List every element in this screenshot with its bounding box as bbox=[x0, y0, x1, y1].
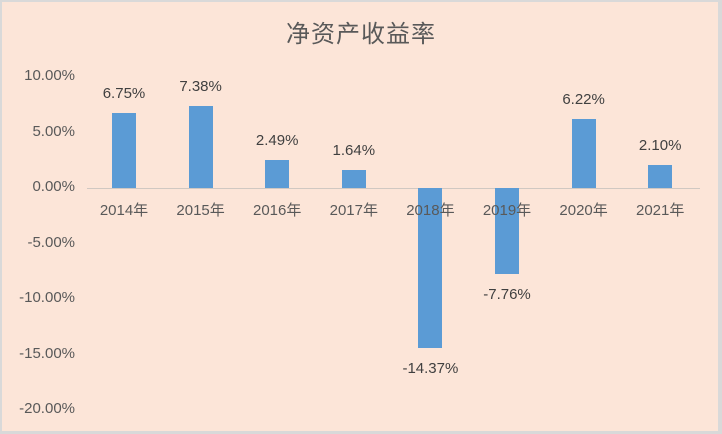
bar bbox=[495, 188, 519, 275]
x-category-label: 2019年 bbox=[482, 202, 532, 219]
x-category-label: 2016年 bbox=[253, 202, 302, 219]
x-category-label: 2018年 bbox=[406, 202, 455, 219]
bar bbox=[188, 106, 213, 188]
bar bbox=[571, 118, 596, 188]
bar bbox=[648, 164, 673, 188]
chart-title: 净资产收益率 bbox=[286, 20, 436, 48]
data-label: -7.76% bbox=[483, 286, 531, 304]
y-tick-label: 5.00% bbox=[32, 122, 75, 140]
x-category-label: 2014年 bbox=[99, 202, 149, 219]
x-category-label: 2017年 bbox=[329, 202, 378, 219]
data-label: 1.64% bbox=[332, 141, 376, 159]
y-tick-label: -5.00% bbox=[27, 233, 75, 251]
x-category-label: 2015年 bbox=[176, 202, 225, 219]
data-label: 2.10% bbox=[638, 136, 682, 154]
bar bbox=[418, 188, 443, 348]
y-tick-label: -10.00% bbox=[19, 289, 75, 306]
x-category-label: 2020年 bbox=[559, 202, 608, 219]
x-category-label: 2021年 bbox=[636, 202, 685, 219]
y-tick-label: 10.00% bbox=[24, 67, 75, 84]
y-tick-label: -20.00% bbox=[19, 400, 75, 417]
data-label: 6.75% bbox=[102, 85, 146, 103]
bar bbox=[265, 160, 290, 188]
x-axis-line bbox=[87, 188, 700, 189]
bar bbox=[112, 113, 136, 188]
y-tick-label: 0.00% bbox=[32, 178, 75, 195]
data-label: -14.37% bbox=[402, 359, 459, 377]
data-label: 7.38% bbox=[179, 78, 222, 96]
bar bbox=[341, 169, 366, 188]
data-label: 2.49% bbox=[255, 132, 299, 150]
y-tick-label: -15.00% bbox=[19, 344, 75, 362]
data-label: 6.22% bbox=[562, 90, 605, 108]
